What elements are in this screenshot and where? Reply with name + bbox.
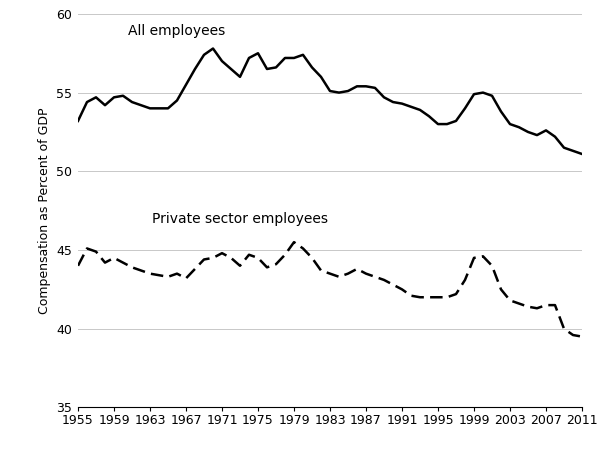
Text: Private sector employees: Private sector employees	[152, 213, 328, 226]
Text: All employees: All employees	[128, 24, 226, 38]
Y-axis label: Compensation as Percent of GDP: Compensation as Percent of GDP	[38, 107, 51, 314]
